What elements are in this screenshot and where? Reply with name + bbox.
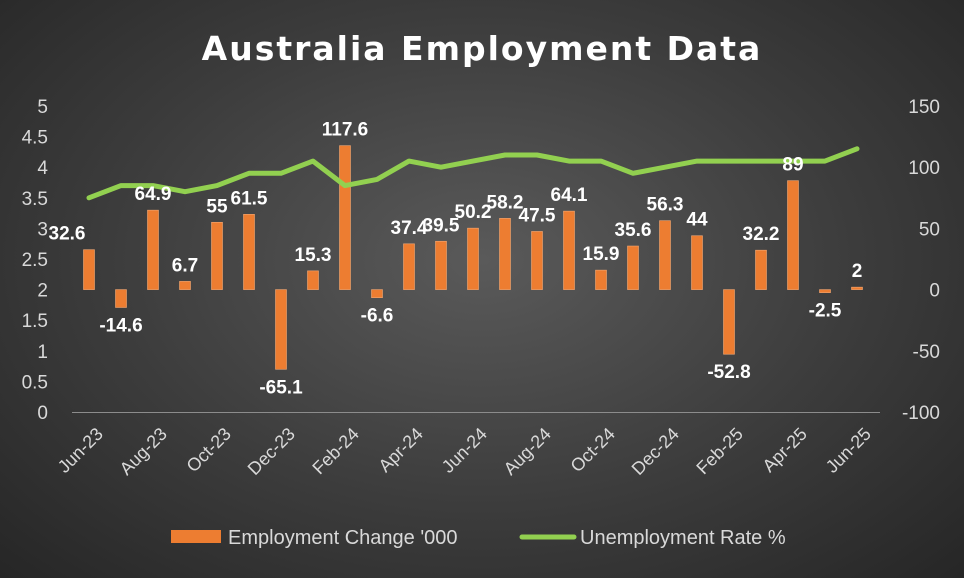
employment-change-bar: [691, 235, 703, 290]
bar-data-label: 64.9: [135, 184, 172, 205]
left-axis-tick-label: 3.5: [22, 189, 48, 210]
employment-change-bar: [147, 209, 159, 290]
bar-data-label: 32.6: [49, 224, 86, 245]
bar-data-label: -2.5: [809, 301, 842, 322]
left-axis-ticks: 0 0.5 1 1.5 2 2.5 3 3.5 4 4.5 5: [22, 97, 49, 424]
right-axis-tick-label: 150: [908, 97, 940, 118]
employment-change-bar: [435, 240, 447, 290]
left-axis-tick-label: 2.5: [22, 250, 48, 271]
x-axis-tick-label: Feb-25: [692, 424, 746, 478]
x-axis-tick-label: Apr-25: [759, 424, 811, 476]
bar-data-labels: 32.6 -14.6 64.9 6.7 55 61.5 -65.1 15.3 117.6 -6.6…: [49, 120, 863, 399]
right-axis-tick-label: 100: [908, 158, 940, 179]
bar-data-label: 47.5: [519, 205, 556, 226]
bar-data-label: 56.3: [647, 195, 684, 216]
employment-change-bar: [787, 180, 799, 290]
x-axis-tick-label: Dec-24: [628, 424, 683, 479]
right-axis-tick-label: -100: [902, 403, 940, 424]
left-axis-tick-label: 0: [37, 403, 48, 424]
legend-label-employment-change: Employment Change '000: [228, 527, 458, 549]
legend-swatch-employment-change: [171, 530, 221, 543]
right-axis-tick-label: -50: [913, 342, 940, 363]
left-axis-tick-label: 2: [37, 281, 48, 302]
employment-change-bar: [403, 243, 415, 290]
x-axis-ticks: Jun-23 Aug-23 Oct-23 Dec-23 Feb-24 Apr-24 Jun-…: [54, 424, 875, 479]
bar-data-label: -14.6: [99, 315, 142, 336]
left-axis-tick-label: 0.5: [22, 372, 48, 393]
x-axis-tick-label: Dec-23: [244, 424, 299, 479]
employment-change-bar: [83, 249, 95, 290]
bar-data-label: 61.5: [231, 188, 268, 209]
employment-change-bar: [531, 231, 543, 290]
employment-change-bar: [595, 269, 607, 290]
employment-change-bar: [115, 289, 127, 308]
bar-data-label: 58.2: [487, 192, 524, 213]
employment-change-bar: [467, 227, 479, 290]
bar-data-label: -6.6: [361, 306, 394, 327]
employment-change-bar: [627, 245, 639, 290]
employment-change-bars: [83, 145, 863, 370]
bar-data-label: 55: [206, 196, 228, 217]
employment-change-bar: [499, 218, 511, 290]
bar-data-label: 44: [686, 210, 708, 231]
right-axis-tick-label: 50: [919, 219, 940, 240]
legend: Employment Change '000 Unemployment Rate…: [171, 527, 786, 549]
bar-data-label: 50.2: [455, 202, 492, 223]
employment-change-bar: [851, 286, 863, 290]
employment-change-bar: [211, 221, 223, 290]
unemployment-rate-line: [86, 146, 860, 201]
employment-change-bar: [755, 249, 767, 290]
legend-label-unemployment-rate: Unemployment Rate %: [580, 527, 786, 549]
employment-change-bar: [339, 145, 351, 290]
employment-change-bar: [243, 214, 255, 290]
x-axis-tick-label: Jun-23: [54, 424, 107, 477]
bar-data-label: 89: [782, 155, 803, 176]
bar-data-label: -65.1: [259, 377, 303, 398]
bar-data-label: 39.5: [423, 215, 460, 236]
bar-data-label: 15.9: [583, 244, 620, 265]
bar-data-label: -52.8: [707, 362, 750, 383]
left-axis-tick-label: 1.5: [22, 311, 48, 332]
right-axis-ticks: -100 -50 0 50 100 150: [902, 97, 940, 424]
left-axis-tick-label: 1: [37, 342, 48, 363]
right-axis-tick-label: 0: [929, 281, 940, 302]
employment-change-bar: [371, 289, 383, 298]
bar-data-label: 32.2: [743, 224, 780, 245]
x-axis-tick-label: Feb-24: [308, 424, 362, 478]
employment-change-bar: [819, 289, 831, 293]
employment-change-bar: [563, 210, 575, 290]
left-axis-tick-label: 3: [37, 219, 48, 240]
x-axis-tick-label: Jun-25: [822, 424, 875, 477]
left-axis-tick-label: 4: [37, 158, 48, 179]
x-axis-tick-label: Aug-24: [500, 424, 555, 479]
employment-change-bar: [723, 289, 735, 355]
bar-data-label: 37.4: [391, 218, 428, 239]
employment-change-bar: [275, 289, 287, 370]
bar-data-label: 2: [852, 261, 863, 282]
employment-change-bar: [179, 281, 191, 290]
x-axis-tick-label: Aug-23: [116, 424, 171, 479]
left-axis-tick-label: 4.5: [22, 128, 48, 149]
x-axis-tick-label: Oct-24: [567, 424, 619, 476]
left-axis-tick-label: 5: [37, 97, 48, 118]
x-axis-tick-label: Apr-24: [375, 424, 427, 476]
bar-data-label: 6.7: [172, 255, 198, 276]
employment-change-bar: [659, 220, 671, 290]
x-axis-tick-label: Oct-23: [183, 424, 235, 476]
bar-data-label: 35.6: [615, 220, 652, 241]
bar-data-label: 64.1: [551, 185, 588, 206]
unemployment-rate-polyline: [86, 146, 860, 201]
bar-data-label: 117.6: [322, 120, 369, 141]
employment-change-bar: [307, 270, 319, 290]
chart-title: Australia Employment Data: [202, 29, 763, 68]
x-axis-tick-label: Jun-24: [438, 424, 491, 477]
bar-data-label: 15.3: [295, 245, 332, 266]
